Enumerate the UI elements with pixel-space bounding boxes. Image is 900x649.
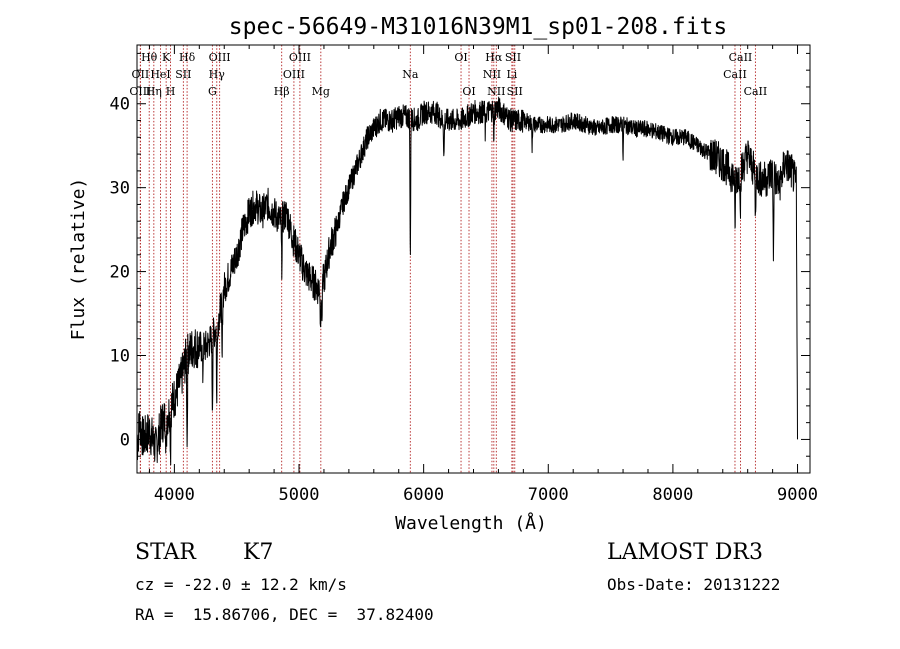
object-class: STAR — [135, 540, 196, 565]
line-label-oi: OI — [454, 51, 467, 64]
redshift-readout: cz = -22.0 ± 12.2 km/s — [135, 575, 347, 594]
line-label-nii: NII — [483, 68, 501, 81]
x-tick-label: 4000 — [154, 485, 195, 505]
line-label-caii: CaII — [744, 85, 768, 98]
line-label-nii: NII — [487, 85, 505, 98]
line-label-hδ: Hδ — [179, 51, 196, 64]
flux-trace — [136, 96, 798, 466]
x-axis-label: Wavelength (Å) — [395, 512, 547, 534]
line-label-na: Na — [402, 68, 419, 81]
observation-date: Obs-Date: 20131222 — [607, 575, 781, 594]
line-label-sii: SII — [505, 51, 521, 64]
flux-series — [136, 96, 798, 466]
x-tick-label: 6000 — [403, 485, 444, 505]
x-tick-label: 7000 — [528, 485, 569, 505]
y-tick-label: 40 — [110, 95, 130, 115]
object-subclass: K7 — [243, 540, 274, 565]
y-tick-label: 20 — [110, 263, 130, 283]
axis-ticks — [137, 45, 810, 473]
line-label-hei: HeI — [150, 68, 170, 81]
y-tick-label: 0 — [120, 430, 130, 450]
line-label-k: K — [162, 51, 171, 64]
coordinates-readout: RA = 15.86706, DEC = 37.82400 — [135, 605, 434, 624]
y-tick-label: 30 — [110, 179, 130, 199]
line-label-oiii: OIII — [209, 51, 231, 64]
line-label-hη: Hη — [146, 85, 162, 98]
line-label-oiii: OIII — [283, 68, 305, 81]
spectral-line-labels: HθOIIOIIIHηHeIKHSIIHδGOIIIHγHβOIIIOIIIMg… — [129, 51, 767, 98]
x-tick-label: 9000 — [777, 485, 818, 505]
line-label-hθ: Hθ — [141, 51, 158, 64]
line-label-h: H — [166, 85, 176, 98]
line-label-hγ: Hγ — [209, 68, 226, 81]
line-label-oiii: OIII — [289, 51, 311, 64]
survey-name: LAMOST DR3 — [607, 540, 763, 565]
line-label-sii: SII — [507, 85, 523, 98]
line-label-caii: CaII — [723, 68, 747, 81]
line-label-hβ: Hβ — [274, 85, 290, 98]
axis-tick-labels: 4000 5000 6000 7000 8000 9000 0 10 20 30 40 — [110, 95, 818, 505]
x-tick-label: 5000 — [279, 485, 320, 505]
line-label-caii: CaII — [729, 51, 753, 64]
line-label-hα: Hα — [485, 51, 503, 64]
line-label-oiii: OIII — [129, 85, 151, 98]
x-tick-label: 8000 — [652, 485, 693, 505]
line-label-g: G — [208, 85, 217, 98]
y-tick-label: 10 — [110, 347, 130, 367]
y-axis-label: Flux (relative) — [68, 178, 89, 341]
line-label-oi: OI — [462, 85, 475, 98]
chart-title: spec-56649-M31016N39M1_sp01-208.fits — [229, 14, 728, 40]
line-label-oii: OII — [132, 68, 150, 81]
line-label-li: Li — [506, 68, 517, 81]
line-label-sii: SII — [175, 68, 191, 81]
line-label-mg: Mg — [312, 85, 330, 98]
